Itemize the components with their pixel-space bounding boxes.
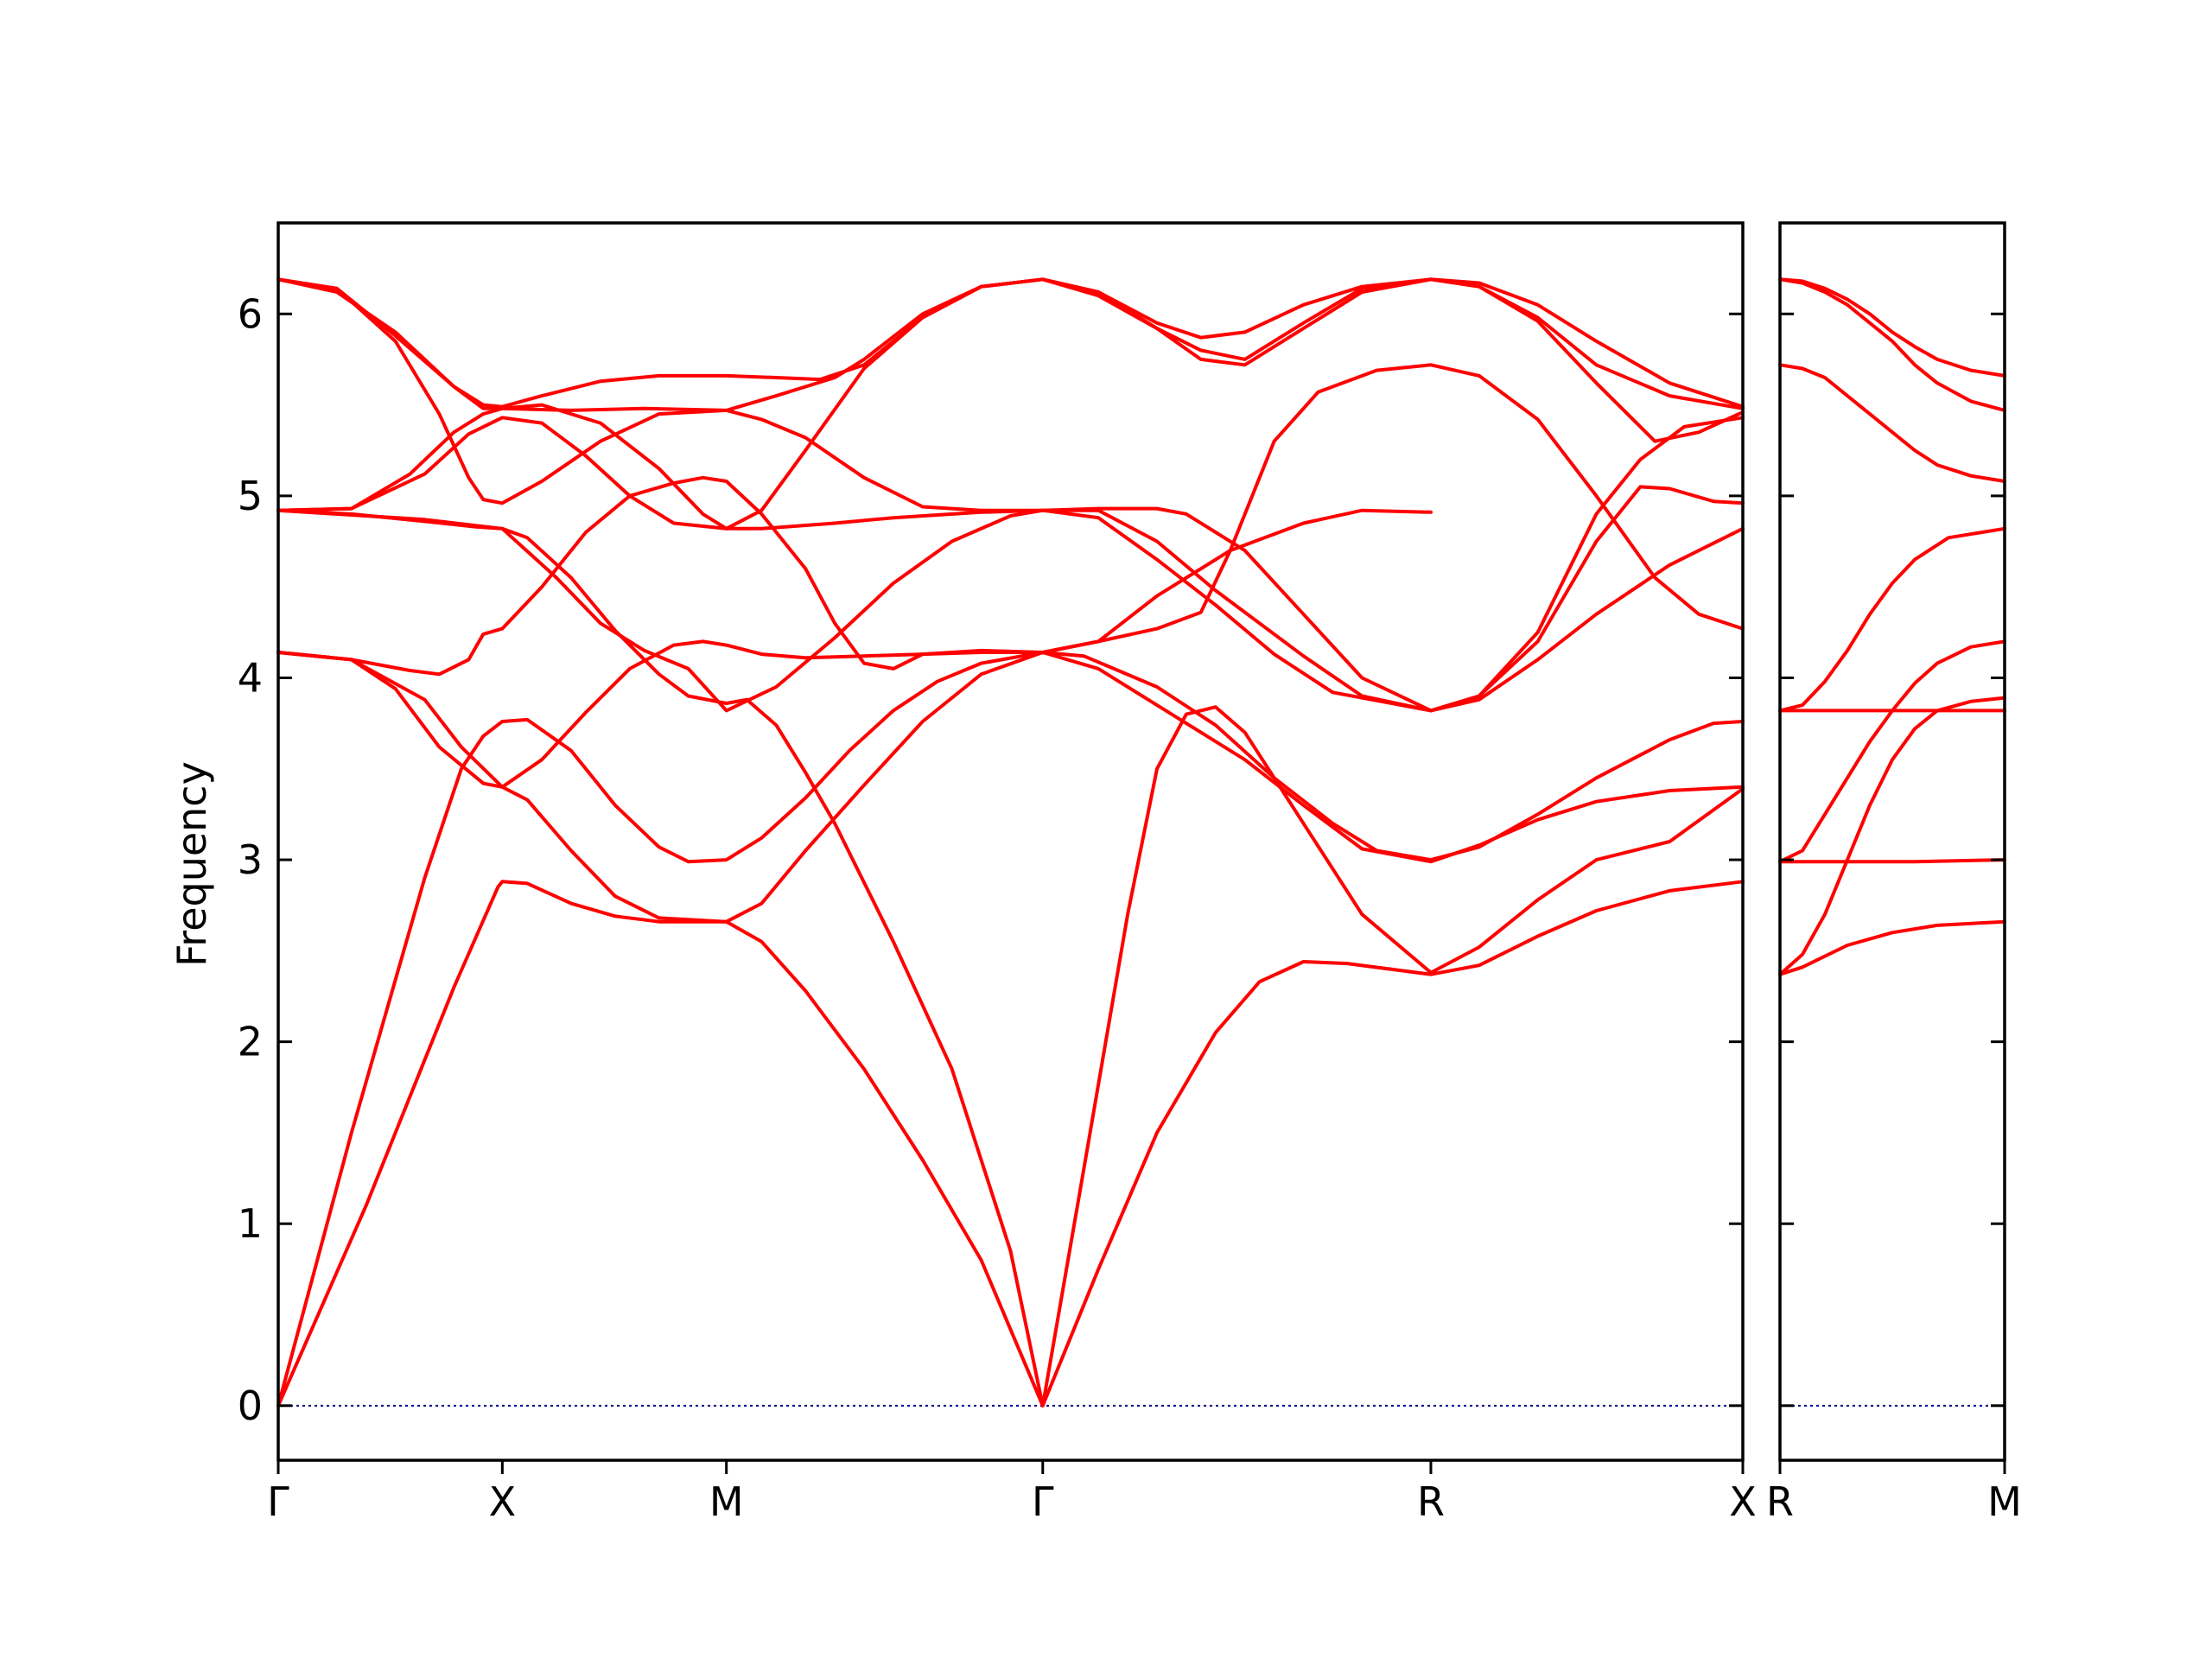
panel-frame: [1778, 221, 2006, 1462]
y-axis-label: Frequency: [168, 761, 215, 967]
band-line-3: [1778, 858, 2006, 864]
band-line-2: [1778, 696, 2006, 976]
band-line-3: [276, 508, 1745, 1408]
x-tick-label: X: [489, 1478, 517, 1525]
band-line-9: [1778, 277, 2006, 378]
y-tick-label: 0: [238, 1382, 263, 1429]
band-line-12: [276, 508, 1745, 713]
band-line-7: [1778, 363, 2006, 483]
y-tick-label: 4: [238, 654, 263, 701]
band-line-9: [276, 277, 1745, 713]
y-tick-label: 2: [238, 1019, 263, 1065]
band-line-1: [1778, 919, 2006, 976]
band-line-4: [1778, 639, 2006, 864]
y-tick-label: 3: [238, 836, 263, 883]
x-tick-label: R: [1417, 1478, 1445, 1525]
x-tick-label: Γ: [1032, 1478, 1054, 1525]
band-line-8: [1778, 277, 2006, 412]
band-line-11: [276, 277, 1745, 409]
band-line-4: [276, 651, 1745, 1408]
x-tick-label: M: [709, 1478, 744, 1525]
panel-1: 0 1 2 3 4 5 6 Γ X M Γ R X: [238, 221, 1757, 1525]
y-tick-label: 5: [238, 473, 263, 519]
band-line-6: [1778, 526, 2006, 713]
x-tick-label: M: [1987, 1478, 2022, 1525]
band-line-5: [276, 363, 1745, 677]
x-tick-label: Γ: [267, 1478, 289, 1525]
band-line-2: [276, 651, 1745, 1408]
x-tick-label: R: [1766, 1478, 1794, 1525]
y-tick-label: 1: [238, 1200, 263, 1247]
x-tick-label: X: [1729, 1478, 1757, 1525]
band-line-6: [276, 508, 1433, 789]
y-tick-label: 6: [238, 290, 263, 337]
panel-frame: [276, 221, 1745, 1462]
